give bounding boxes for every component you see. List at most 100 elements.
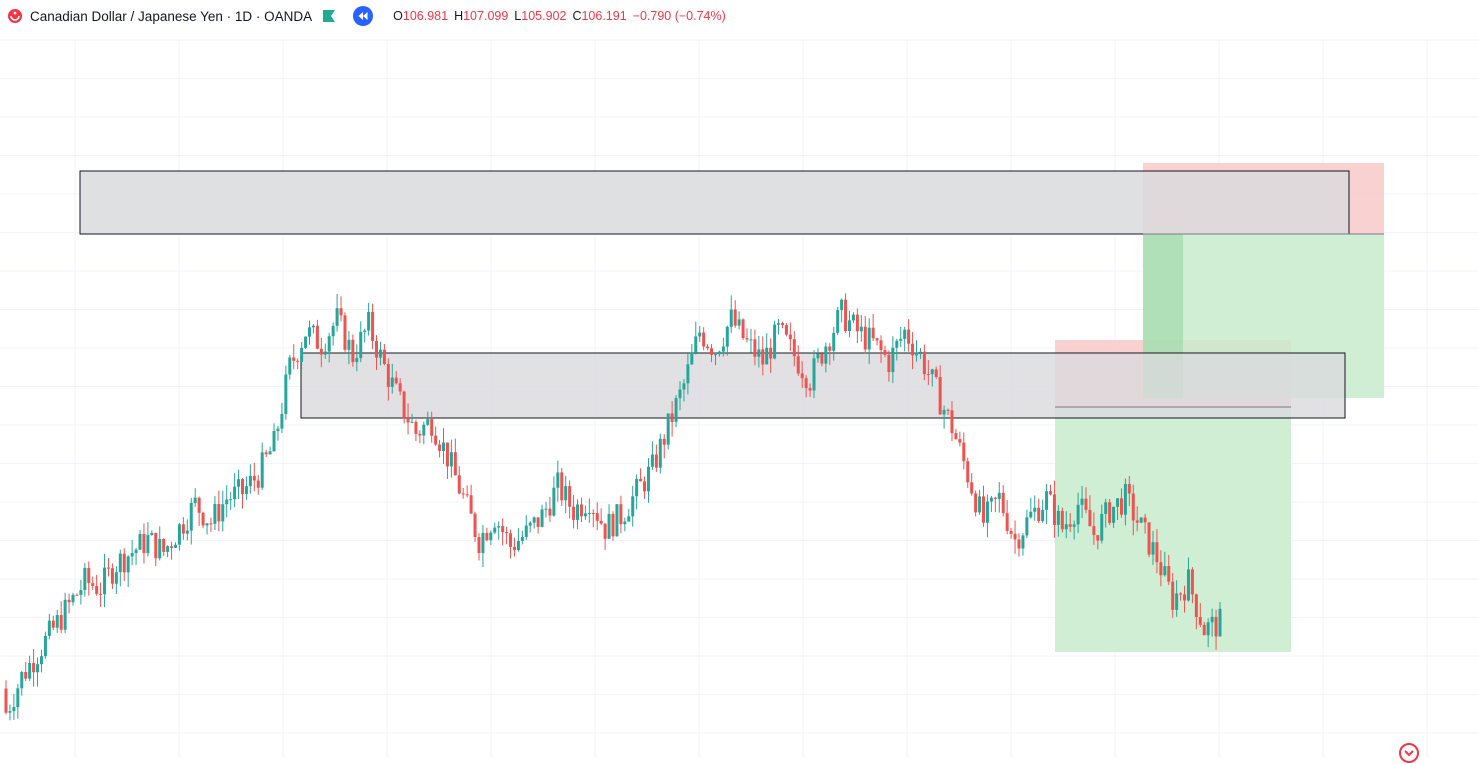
candle-down[interactable] (958, 439, 962, 443)
candle-up[interactable] (12, 707, 16, 712)
candle-down[interactable] (974, 493, 978, 513)
candle-up[interactable] (812, 358, 816, 391)
candle-down[interactable] (1194, 594, 1198, 618)
candle-down[interactable] (982, 496, 986, 523)
resistance-zone-top[interactable] (79, 170, 1350, 235)
candle-down[interactable] (934, 369, 938, 377)
candle-up[interactable] (378, 349, 382, 358)
candle-up[interactable] (177, 524, 181, 545)
candle-down[interactable] (319, 348, 323, 355)
candle-down[interactable] (99, 593, 103, 595)
candle-down[interactable] (1190, 569, 1194, 595)
candle-up[interactable] (63, 599, 67, 630)
candle-up[interactable] (138, 534, 142, 550)
candle-up[interactable] (1025, 517, 1029, 536)
candle-down[interactable] (292, 357, 296, 361)
candle-down[interactable] (252, 475, 256, 481)
candle-up[interactable] (1139, 517, 1143, 523)
candle-up[interactable] (552, 487, 556, 516)
candle-up[interactable] (323, 351, 327, 355)
candle-down[interactable] (548, 508, 552, 516)
candle-down[interactable] (264, 452, 268, 455)
candle-down[interactable] (209, 523, 213, 525)
candle-up[interactable] (497, 526, 501, 528)
candle-up[interactable] (150, 532, 154, 536)
candle-up[interactable] (690, 352, 694, 365)
candle-up[interactable] (773, 324, 777, 359)
candle-up[interactable] (359, 331, 363, 359)
candle-up[interactable] (729, 309, 733, 327)
candle-up[interactable] (532, 517, 536, 523)
candle-up[interactable] (158, 538, 162, 559)
candle-up[interactable] (426, 419, 430, 425)
candle-up[interactable] (757, 349, 761, 357)
candle-up[interactable] (288, 357, 292, 375)
candle-down[interactable] (654, 454, 658, 468)
candle-down[interactable] (599, 520, 603, 524)
candle-down[interactable] (457, 475, 461, 494)
candle-up[interactable] (489, 532, 493, 541)
candle-down[interactable] (201, 512, 205, 526)
candle-down[interactable] (907, 329, 911, 344)
candle-up[interactable] (1206, 622, 1210, 636)
candle-up[interactable] (564, 486, 568, 501)
candle-up[interactable] (1210, 616, 1214, 623)
candle-up[interactable] (213, 503, 217, 524)
candle-up[interactable] (422, 424, 426, 436)
candle-down[interactable] (154, 532, 158, 559)
candle-up[interactable] (1045, 491, 1049, 510)
candle-down[interactable] (568, 486, 572, 507)
candle-up[interactable] (658, 438, 662, 468)
candle-down[interactable] (402, 391, 406, 419)
candle-up[interactable] (674, 398, 678, 422)
candle-up[interactable] (130, 553, 134, 557)
candle-up[interactable] (985, 501, 989, 523)
candle-down[interactable] (106, 567, 110, 569)
candle-up[interactable] (367, 311, 371, 331)
candle-down[interactable] (1084, 498, 1088, 510)
candle-up[interactable] (627, 516, 631, 522)
candle-up[interactable] (607, 514, 611, 539)
candle-up[interactable] (930, 369, 934, 375)
candle-down[interactable] (142, 534, 146, 554)
candle-up[interactable] (355, 358, 359, 363)
candle-down[interactable] (1119, 498, 1123, 515)
candle-up[interactable] (1033, 507, 1037, 512)
candle-down[interactable] (753, 339, 757, 357)
candle-up[interactable] (205, 523, 209, 526)
candle-up[interactable] (39, 656, 43, 665)
candle-up[interactable] (1056, 510, 1060, 525)
candle-up[interactable] (713, 354, 717, 356)
candle-up[interactable] (28, 663, 32, 679)
candle-down[interactable] (59, 615, 63, 630)
candle-down[interactable] (800, 373, 804, 379)
candle-up[interactable] (678, 389, 682, 399)
candle-down[interactable] (1096, 535, 1100, 541)
candle-up[interactable] (1080, 498, 1084, 505)
candle-down[interactable] (1068, 524, 1072, 527)
candle-up[interactable] (516, 541, 520, 551)
candle-up[interactable] (587, 512, 591, 514)
candle-up[interactable] (272, 430, 276, 452)
candle-up[interactable] (304, 336, 308, 348)
candle-down[interactable] (784, 325, 788, 335)
candle-down[interactable] (844, 299, 848, 332)
candle-down[interactable] (670, 413, 674, 422)
candle-up[interactable] (331, 325, 335, 337)
candle-up[interactable] (237, 479, 241, 487)
candle-down[interactable] (1092, 526, 1096, 536)
candle-up[interactable] (749, 339, 753, 341)
candle-down[interactable] (591, 512, 595, 514)
candle-up[interactable] (166, 546, 170, 552)
candle-up[interactable] (146, 535, 150, 554)
candle-down[interactable] (1155, 542, 1159, 563)
candle-up[interactable] (20, 672, 24, 689)
candle-up[interactable] (918, 351, 922, 353)
candle-down[interactable] (406, 418, 410, 423)
candle-up[interactable] (1100, 513, 1104, 541)
candle-down[interactable] (1017, 539, 1021, 549)
candle-up[interactable] (118, 553, 122, 573)
candle-up[interactable] (225, 499, 229, 505)
candle-up[interactable] (650, 454, 654, 467)
candle-down[interactable] (639, 478, 643, 482)
